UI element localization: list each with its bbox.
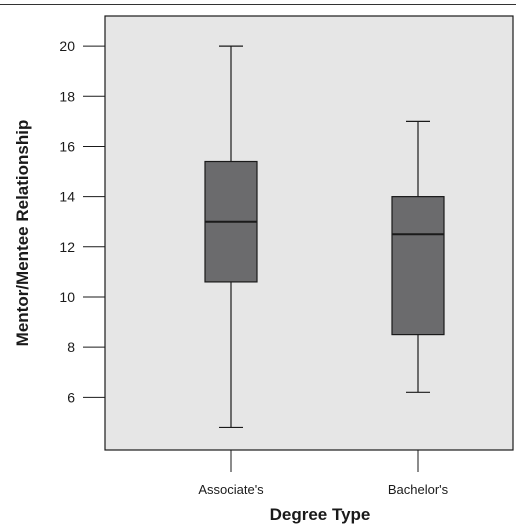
x-axis-label: Degree Type [270,505,371,524]
y-tick-label: 8 [67,339,75,355]
x-tick-label: Bachelor's [388,482,449,497]
iqr-box [391,196,445,336]
y-tick-label: 18 [59,88,75,104]
y-axis-label: Mentor/Mentee Relationship [13,120,32,347]
plot-area [104,15,514,451]
y-tick-label: 6 [67,389,75,405]
y-tick-label: 14 [59,189,75,205]
box-1 [204,45,258,429]
y-tick-label: 12 [59,239,75,255]
y-tick-label: 20 [59,38,75,54]
box-2 [391,120,445,393]
x-axis: Associate's Bachelor's [198,450,449,497]
x-tick-label: Associate's [198,482,264,497]
y-tick-label: 10 [59,289,75,305]
boxes [204,45,445,429]
top-rule [0,4,516,5]
y-tick-label: 16 [59,138,75,154]
y-axis: 6 8 10 12 14 16 18 20 [59,38,105,405]
